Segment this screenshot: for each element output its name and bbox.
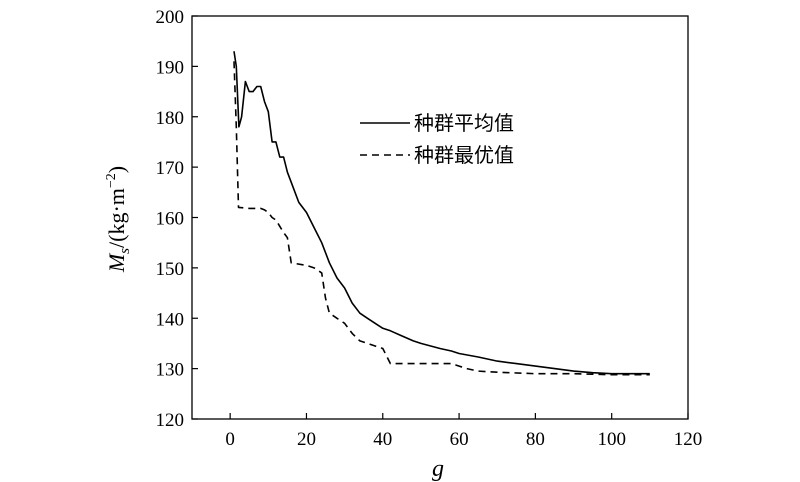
y-tick-label: 180 (156, 108, 185, 129)
x-tick-label: 20 (297, 429, 316, 450)
y-axis-ticks: 120 130 140 150 160 170 180 190 200 (156, 7, 198, 431)
y-tick-label: 160 (156, 209, 185, 230)
x-tick-label: 40 (373, 429, 392, 450)
y-tick-label: 140 (156, 309, 185, 330)
y-tick-label: 190 (156, 57, 185, 78)
x-tick-label: 120 (674, 429, 703, 450)
legend-label: 种群平均值 (414, 111, 514, 135)
y-tick-label: 120 (156, 410, 185, 431)
x-tick-label: 0 (225, 429, 235, 450)
x-tick-label: 60 (450, 429, 469, 450)
y-tick-label: 200 (156, 7, 185, 28)
series-line-mean (233, 51, 650, 375)
y-tick-label: 170 (156, 158, 185, 179)
series-line-best (233, 61, 650, 376)
x-axis-ticks: 0 20 40 60 80 100 120 (225, 413, 702, 450)
legend-label: 种群最优值 (414, 143, 514, 167)
x-tick-label: 80 (526, 429, 545, 450)
y-tick-label: 150 (156, 259, 185, 280)
x-axis-label: g (432, 456, 444, 482)
y-tick-label: 130 (156, 360, 185, 381)
plot-frame (191, 15, 689, 420)
x-tick-label: 100 (597, 429, 626, 450)
y-axis-label: Ms/(kg·m−2) (104, 166, 133, 273)
axes (191, 15, 689, 420)
series-lines (233, 51, 650, 376)
